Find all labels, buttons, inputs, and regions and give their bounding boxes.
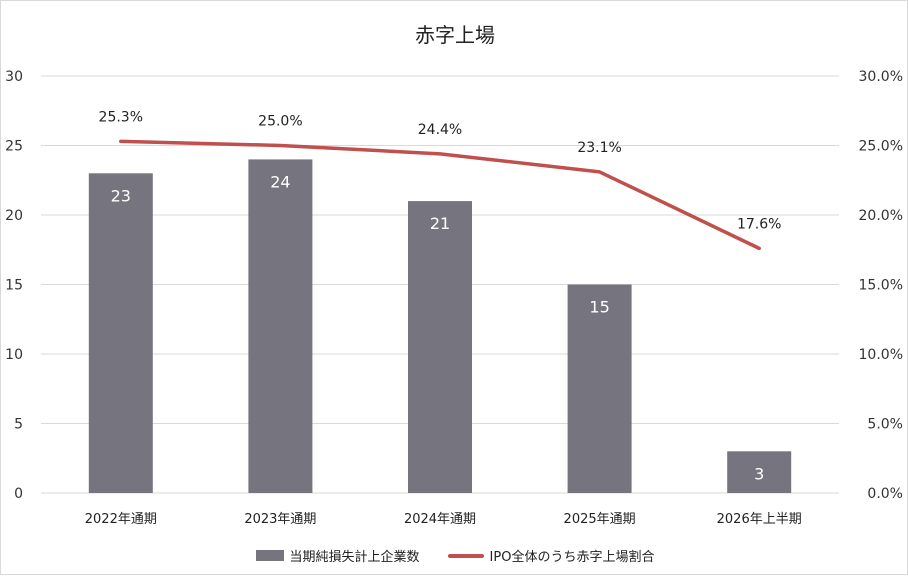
bar-data-label: 15	[589, 298, 609, 317]
chart-legend: 当期純損失計上企業数 IPO全体のうち赤字上場割合	[1, 546, 908, 565]
y-left-tick-label: 20	[5, 208, 23, 224]
bar	[248, 159, 313, 493]
bar	[408, 201, 472, 493]
chart-title: 赤字上場	[415, 23, 495, 47]
legend-line-label: IPO全体のうち赤字上場割合	[489, 550, 655, 565]
x-tick-label: 2025年通期	[564, 512, 636, 527]
line-data-label: 23.1%	[577, 140, 621, 156]
bar	[567, 284, 632, 493]
y-right-tick-label: 15.0%	[859, 278, 903, 294]
bar	[727, 451, 792, 493]
bar-data-label: 24	[270, 172, 290, 191]
x-tick-label: 2024年通期	[404, 512, 476, 527]
y-left-tick-label: 15	[5, 278, 23, 294]
y-left-tick-label: 0	[14, 486, 23, 502]
x-tick-label: 2026年上半期	[717, 512, 802, 527]
bar-data-label: 23	[111, 186, 131, 205]
legend-bar-swatch	[255, 550, 284, 561]
bar-data-label: 21	[430, 214, 450, 233]
bar	[88, 173, 153, 494]
bar-data-label: 3	[754, 464, 764, 483]
line-data-label: 17.6%	[737, 216, 781, 232]
series-line	[119, 139, 761, 251]
y-right-tick-label: 10.0%	[859, 347, 903, 363]
legend-item-line: IPO全体のうち赤字上場割合	[447, 546, 655, 565]
y-right-tick-label: 5.0%	[867, 417, 903, 433]
line-data-label: 25.0%	[258, 114, 302, 130]
y-right-tick-label: 30.0%	[859, 69, 903, 85]
y-left-tick-label: 25	[5, 139, 23, 155]
y-right-tick-label: 25.0%	[859, 139, 903, 155]
y-left-tick-label: 30	[5, 69, 23, 85]
y-right-tick-label: 0.0%	[867, 486, 903, 502]
y-left-tick-label: 10	[5, 347, 23, 363]
legend-bar-label: 当期純損失計上企業数	[289, 550, 420, 565]
legend-line-swatch	[447, 553, 484, 558]
y-right-tick-label: 20.0%	[859, 208, 903, 224]
y-left-tick-label: 5	[14, 417, 23, 433]
legend-item-bar: 当期純損失計上企業数	[255, 546, 420, 565]
x-tick-label: 2023年通期	[244, 512, 316, 527]
line-data-label: 24.4%	[418, 122, 462, 138]
x-tick-label: 2022年通期	[85, 512, 157, 527]
line-data-label: 25.3%	[99, 109, 143, 125]
